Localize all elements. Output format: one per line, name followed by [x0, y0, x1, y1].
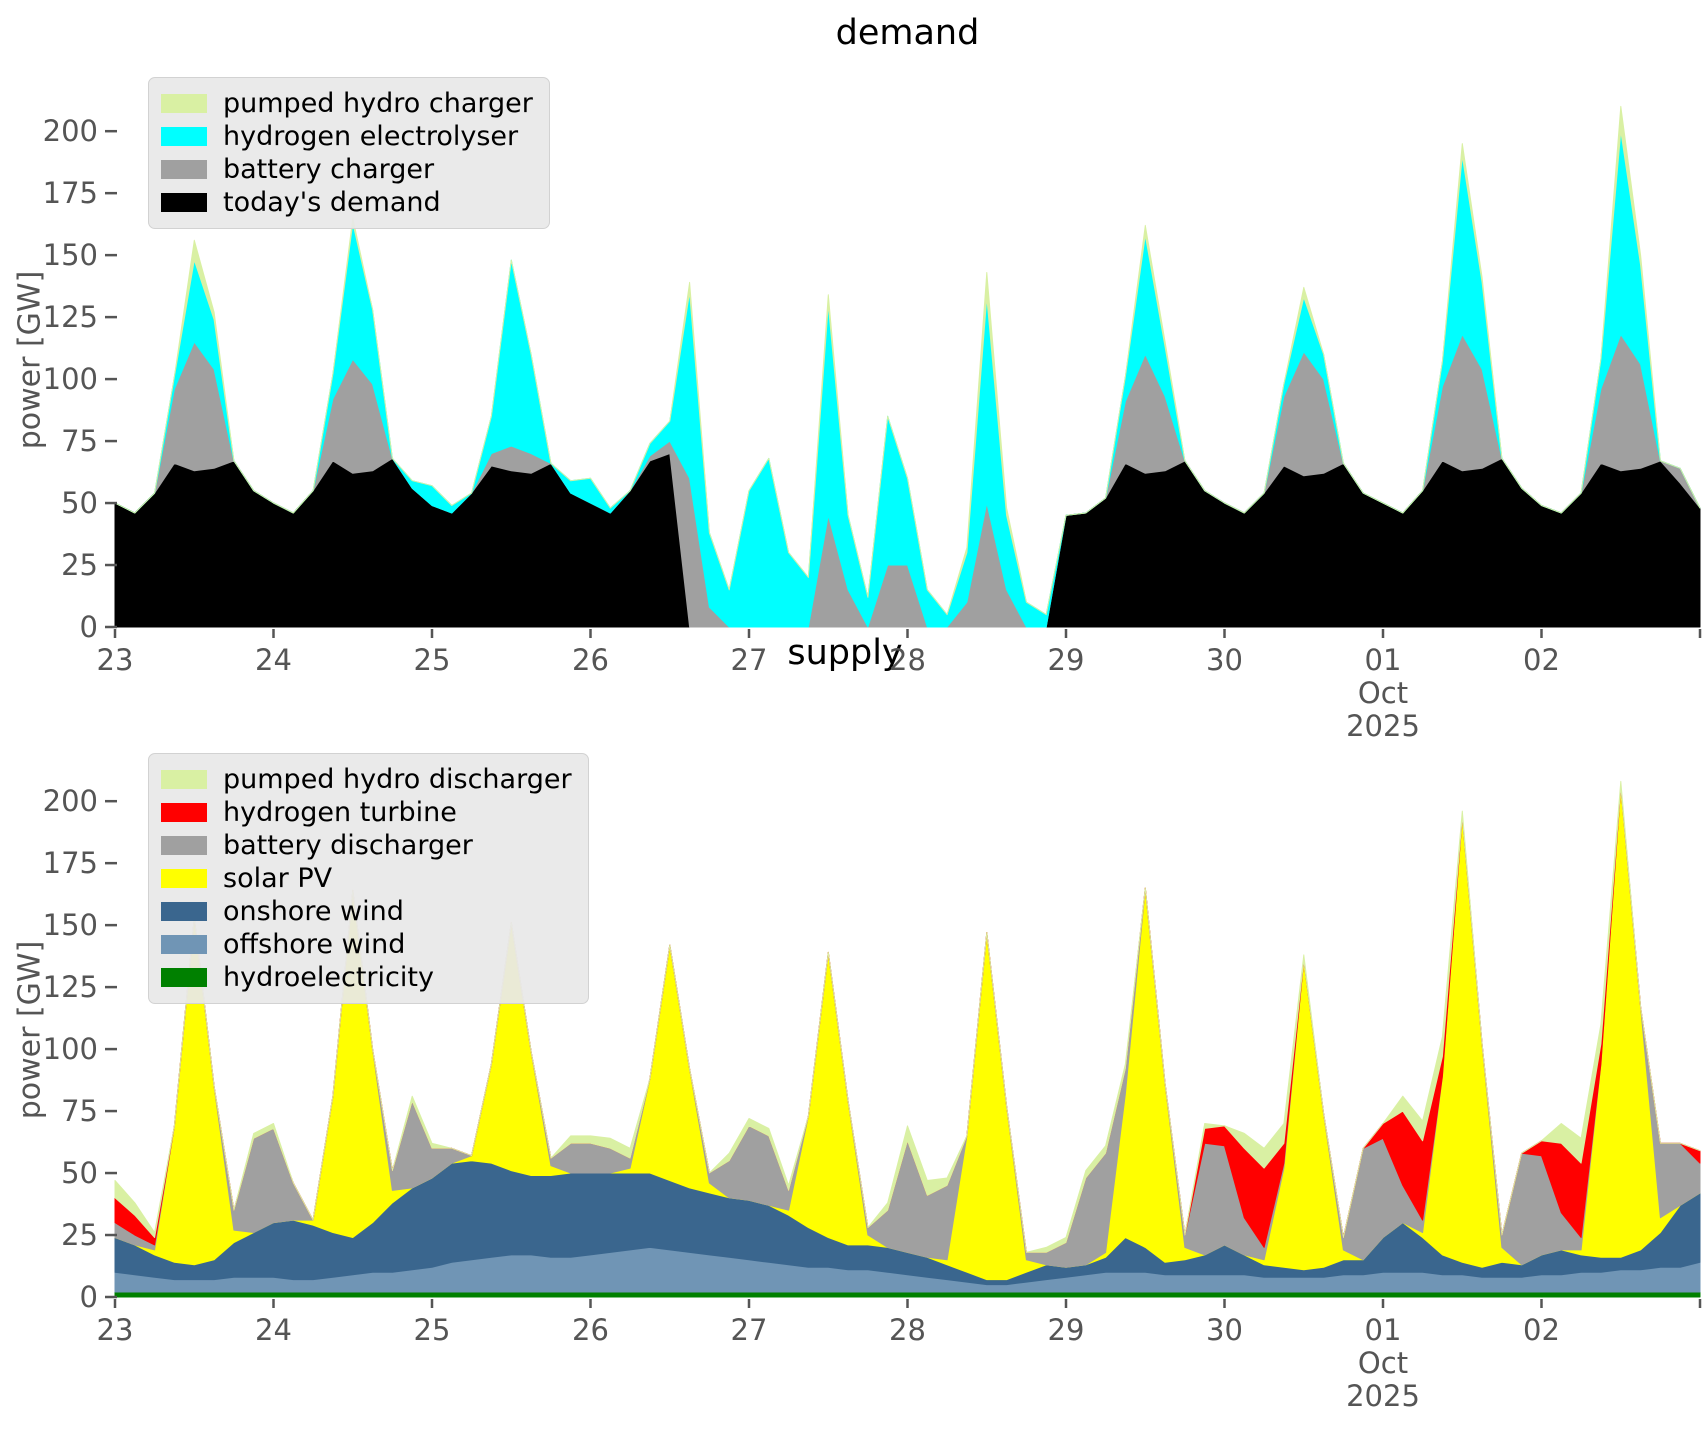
- demand-x-tick-label: 23: [96, 643, 134, 677]
- demand-legend-swatch-icon: [161, 127, 207, 146]
- supply-y-tick-label: 125: [42, 970, 98, 1005]
- demand-x-tick-label: 26: [572, 643, 609, 677]
- supply-chart-title: supply: [787, 633, 903, 673]
- demand-legend-label: pumped hydro charger: [223, 88, 533, 119]
- demand-x-tick-label: 01: [1364, 643, 1402, 677]
- demand-legend-swatch-icon: [161, 193, 207, 212]
- demand-legend-label: hydrogen electrolyser: [223, 121, 519, 152]
- supply-area-pumped-hydro-discharger: [114, 780, 1701, 1253]
- supply-legend-label: hydrogen turbine: [223, 797, 457, 828]
- demand-y-tick-label: 75: [61, 424, 98, 459]
- supply-legend-item: hydroelectricity: [161, 961, 572, 994]
- supply-area-hydroelectricity: [114, 1291, 1701, 1298]
- supply-legend-label: solar PV: [223, 863, 333, 894]
- supply-legend-swatch-icon: [161, 770, 207, 789]
- demand-x-tick-label: 02: [1523, 643, 1560, 677]
- supply-x-tick-label: 02: [1523, 1313, 1560, 1347]
- supply-legend-item: solar PV: [161, 862, 572, 895]
- supply-y-tick-label: 175: [42, 846, 98, 881]
- supply-y-tick-label: 75: [61, 1094, 98, 1129]
- supply-x-tick-label: 29: [1047, 1313, 1085, 1347]
- demand-x-sub-label: Oct: [1357, 676, 1409, 710]
- demand-y-tick-label: 100: [42, 362, 98, 397]
- demand-legend-item: pumped hydro charger: [161, 87, 533, 120]
- supply-legend-label: battery discharger: [223, 830, 473, 861]
- demand-legend-swatch-icon: [161, 94, 207, 113]
- demand-x-tick-label: 25: [413, 643, 451, 677]
- supply-legend-swatch-icon: [161, 935, 207, 954]
- supply-x-tick-label: 27: [730, 1313, 768, 1347]
- demand-x-sub-label: 2025: [1346, 709, 1420, 743]
- demand-x-tick-label: 30: [1206, 643, 1243, 677]
- supply-x-tick-label: 30: [1206, 1313, 1243, 1347]
- supply-y-tick-label: 25: [61, 1218, 98, 1253]
- supply-legend-label: offshore wind: [223, 929, 406, 960]
- supply-legend-swatch-icon: [161, 836, 207, 855]
- demand-x-tick-label: 28: [889, 643, 926, 677]
- supply-legend-label: pumped hydro discharger: [223, 764, 572, 795]
- supply-legend-swatch-icon: [161, 968, 207, 987]
- demand-x-tick-label: 24: [255, 643, 292, 677]
- demand-y-tick-label: 125: [42, 300, 98, 335]
- supply-x-tick-label: 26: [572, 1313, 609, 1347]
- demand-y-axis-label: power [GW]: [12, 270, 48, 450]
- supply-y-axis-label: power [GW]: [12, 940, 48, 1120]
- demand-area-pumped-hydro-charger: [114, 105, 1701, 616]
- supply-legend-swatch-icon: [161, 902, 207, 921]
- demand-legend-item: today's demand: [161, 186, 533, 219]
- supply-legend-swatch-icon: [161, 869, 207, 888]
- demand-legend: pumped hydro charger hydrogen electrolyse…: [148, 77, 550, 229]
- supply-legend-swatch-icon: [161, 803, 207, 822]
- demand-y-tick-label: 175: [42, 176, 98, 211]
- demand-y-tick-label: 200: [42, 114, 98, 149]
- supply-x-sub-label: Oct: [1357, 1346, 1409, 1380]
- supply-x-tick-label: 24: [255, 1313, 292, 1347]
- supply-y-tick-label: 100: [42, 1032, 98, 1067]
- demand-legend-swatch-icon: [161, 160, 207, 179]
- demand-y-tick-label: 0: [79, 610, 98, 644]
- demand-legend-label: today's demand: [223, 187, 441, 218]
- demand-legend-label: battery charger: [223, 154, 435, 185]
- supply-x-tick-label: 23: [96, 1313, 134, 1347]
- demand-legend-item: battery charger: [161, 153, 533, 186]
- supply-legend: pumped hydro discharger hydrogen turbine b…: [148, 753, 589, 1004]
- supply-x-tick-label: 28: [889, 1313, 926, 1347]
- demand-legend-item: hydrogen electrolyser: [161, 120, 533, 153]
- supply-y-tick-label: 200: [42, 784, 98, 819]
- supply-y-tick-label: 50: [61, 1156, 98, 1191]
- supply-legend-item: offshore wind: [161, 928, 572, 961]
- demand-y-tick-label: 150: [42, 238, 98, 273]
- supply-x-sub-label: 2025: [1346, 1379, 1420, 1413]
- supply-x-tick-label: 01: [1364, 1313, 1402, 1347]
- supply-legend-item: hydrogen turbine: [161, 796, 572, 829]
- supply-x-tick-label: 25: [413, 1313, 451, 1347]
- demand-y-tick-label: 50: [61, 486, 98, 521]
- supply-legend-label: onshore wind: [223, 896, 404, 927]
- supply-y-tick-label: 150: [42, 908, 98, 943]
- supply-legend-item: pumped hydro discharger: [161, 763, 572, 796]
- supply-legend-item: battery discharger: [161, 829, 572, 862]
- demand-chart-title: demand: [835, 13, 980, 53]
- supply-y-tick-label: 0: [79, 1280, 98, 1314]
- demand-x-tick-label: 27: [730, 643, 768, 677]
- demand-x-tick-label: 29: [1047, 643, 1085, 677]
- demand-y-tick-label: 25: [61, 548, 98, 583]
- supply-legend-label: hydroelectricity: [223, 962, 434, 993]
- supply-legend-item: onshore wind: [161, 895, 572, 928]
